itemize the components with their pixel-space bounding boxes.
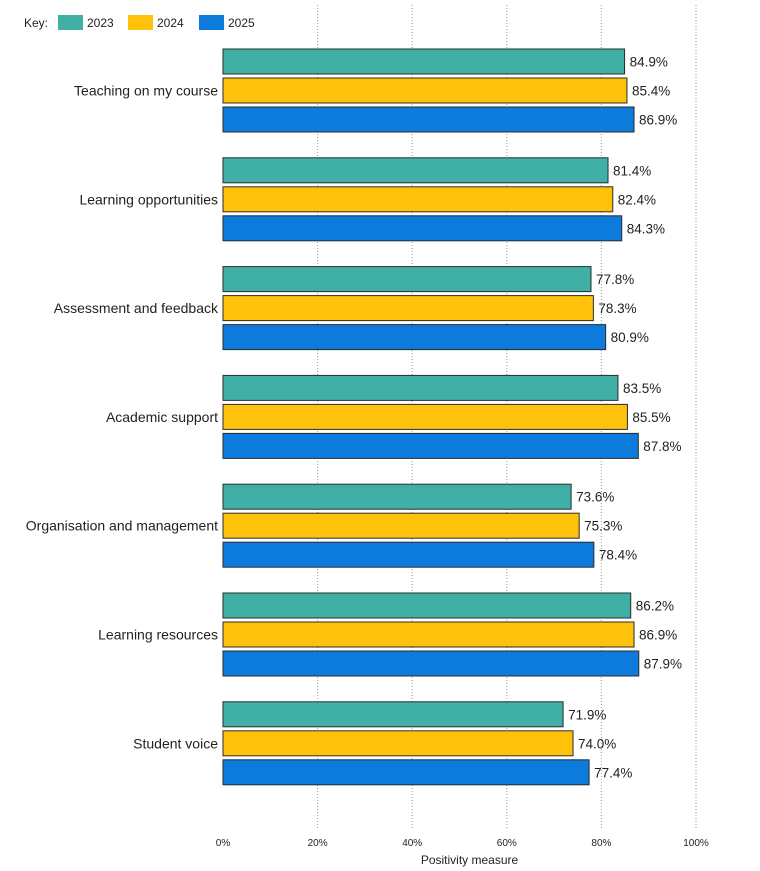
- x-tick-label: 100%: [683, 838, 709, 849]
- bar-2023: [222, 157, 609, 184]
- legend-label-2024: 2024: [157, 16, 184, 30]
- bar-2024: [222, 295, 594, 322]
- bar-2023: [222, 48, 626, 75]
- data-label: 86.9%: [639, 113, 677, 128]
- x-axis-title: Positivity measure: [421, 853, 519, 867]
- category-label: Teaching on my course: [74, 83, 218, 99]
- legend: Key: 2023 2024 2025: [24, 15, 255, 30]
- gridlines: [317, 5, 697, 830]
- data-label: 80.9%: [611, 330, 649, 345]
- data-label: 73.6%: [576, 490, 614, 505]
- data-label: 86.2%: [636, 599, 674, 614]
- bar-2024: [222, 186, 614, 213]
- category-label: Organisation and management: [26, 518, 218, 534]
- data-label: 85.4%: [632, 84, 670, 99]
- bar-2024: [222, 77, 628, 104]
- legend-swatch-2025: [199, 15, 224, 30]
- data-label: 75.3%: [584, 519, 622, 534]
- category-label: Learning resources: [98, 627, 218, 643]
- bar-2025: [222, 541, 595, 568]
- data-label: 85.5%: [632, 410, 670, 425]
- data-label: 77.8%: [596, 272, 634, 287]
- data-label: 77.4%: [594, 765, 632, 780]
- bar-2025: [222, 324, 607, 351]
- category-labels: Teaching on my course Learning opportunit…: [26, 83, 219, 752]
- x-tick-label: 80%: [591, 838, 611, 849]
- data-label: 82.4%: [618, 192, 656, 207]
- bar-2023: [222, 374, 619, 401]
- bar-2023: [222, 483, 572, 510]
- bar-2024: [222, 512, 580, 539]
- x-tick-label: 60%: [497, 838, 517, 849]
- data-label: 87.8%: [643, 439, 681, 454]
- bar-2024: [222, 621, 635, 648]
- legend-key-label: Key:: [24, 16, 48, 30]
- data-label: 83.5%: [623, 381, 661, 396]
- bar-2025: [222, 759, 590, 786]
- data-label: 74.0%: [578, 736, 616, 751]
- bar-2025: [222, 432, 639, 459]
- bar-2025: [222, 215, 623, 242]
- x-tick-label: 0%: [216, 838, 231, 849]
- legend-label-2025: 2025: [228, 16, 255, 30]
- x-axis: Positivity measure 0% 20% 40% 60% 80% 100%: [216, 838, 709, 867]
- x-tick-label: 40%: [402, 838, 422, 849]
- legend-swatch-2024: [128, 15, 153, 30]
- legend-label-2023: 2023: [87, 16, 114, 30]
- bar-2025: [222, 106, 635, 133]
- legend-swatch-2023: [58, 15, 83, 30]
- data-label: 84.9%: [630, 55, 668, 70]
- value-labels: 84.9% 85.4% 86.9% 81.4% 82.4% 84.3% 77.8% 78.3%…: [568, 55, 682, 781]
- bar-2023: [222, 592, 632, 619]
- category-label: Learning opportunities: [79, 191, 218, 207]
- category-label: Academic support: [106, 409, 218, 425]
- bar-2024: [222, 730, 574, 757]
- data-label: 87.9%: [644, 657, 682, 672]
- data-label: 81.4%: [613, 163, 651, 178]
- bar-2023: [222, 266, 592, 293]
- data-label: 78.3%: [598, 301, 636, 316]
- data-label: 78.4%: [599, 548, 637, 563]
- category-label: Student voice: [133, 735, 218, 751]
- bar-2024: [222, 403, 628, 430]
- category-label: Assessment and feedback: [54, 300, 219, 316]
- data-label: 84.3%: [627, 221, 665, 236]
- data-label: 86.9%: [639, 628, 677, 643]
- bar-2023: [222, 701, 564, 728]
- data-label: 71.9%: [568, 707, 606, 722]
- bars: [222, 48, 640, 786]
- x-tick-label: 20%: [308, 838, 328, 849]
- bar-2025: [222, 650, 640, 677]
